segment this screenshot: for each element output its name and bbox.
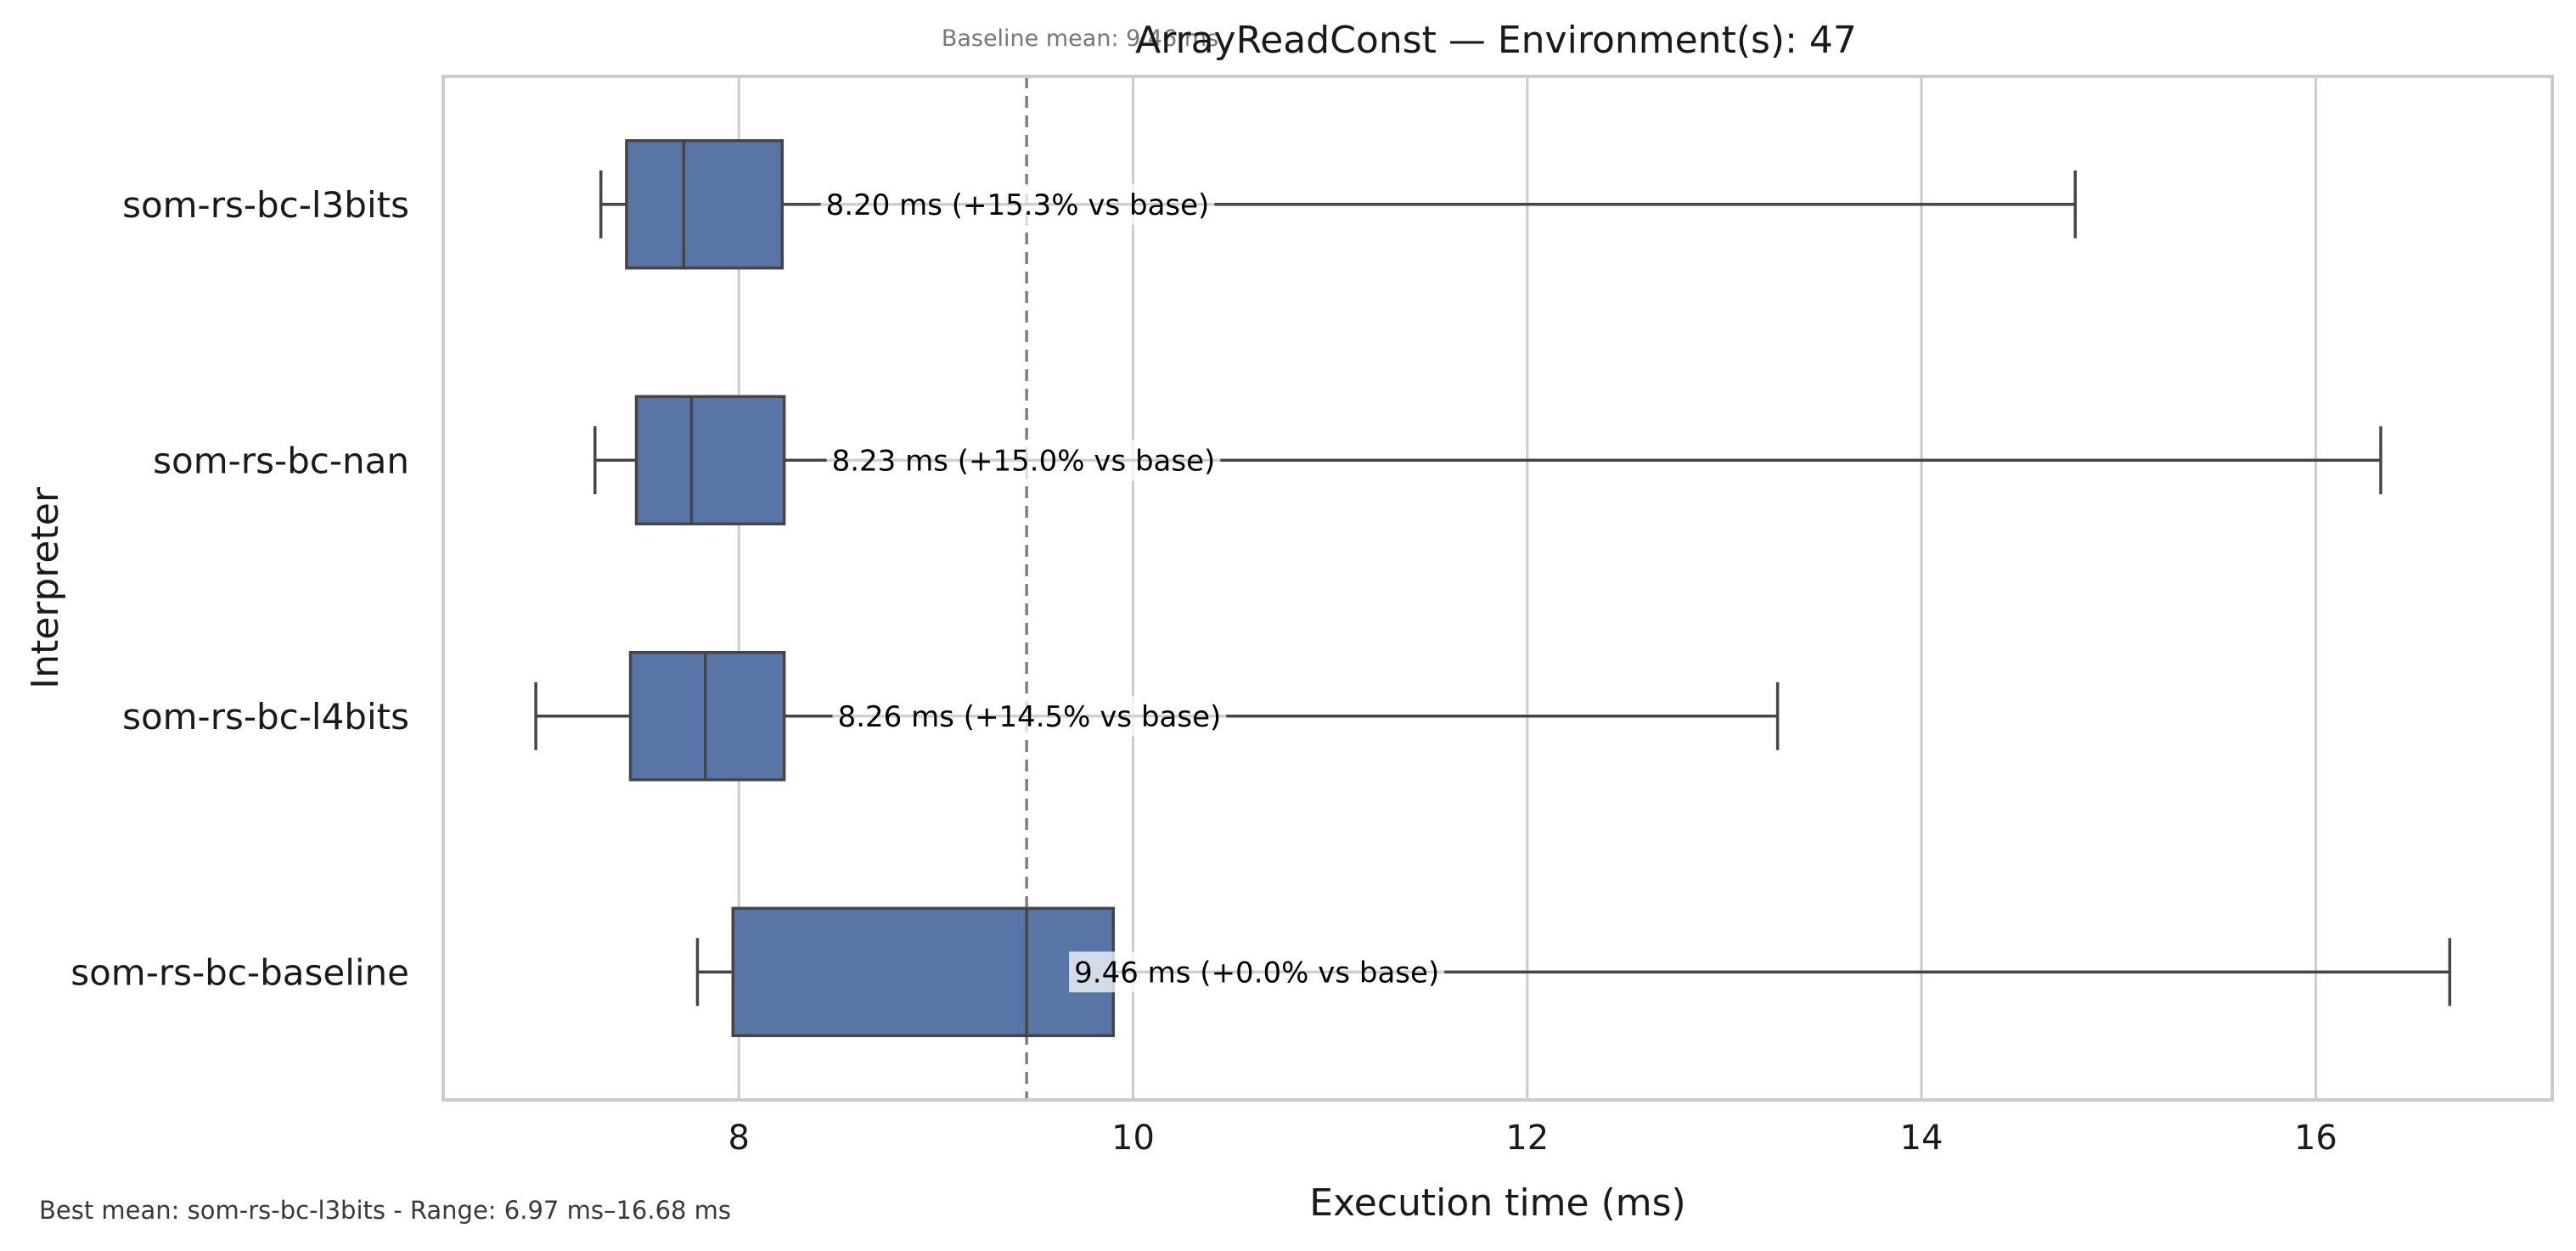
box-som-rs-bc-l3bits — [599, 139, 2077, 270]
x-axis-label: Execution time (ms) — [1309, 1181, 1685, 1225]
x-tick-label-10: 10 — [1111, 1119, 1155, 1158]
iqr-box-som-rs-bc-l3bits — [625, 139, 785, 270]
iqr-box-som-rs-bc-nan — [634, 395, 786, 525]
annotation-text-som-rs-bc-nan: 8.23 ms (+15.0% vs base) — [832, 444, 1216, 478]
iqr-box-som-rs-bc-l4bits — [628, 651, 786, 782]
x-tick-label-12: 12 — [1505, 1119, 1549, 1158]
annotation-text-som-rs-bc-l4bits: 8.26 ms (+14.5% vs base) — [838, 700, 1222, 734]
annotation-som-rs-bc-l3bits: 8.20 ms (+15.3% vs base) — [820, 183, 1215, 225]
box-som-rs-bc-baseline — [695, 906, 2452, 1037]
x-tick-label-16: 16 — [2294, 1119, 2337, 1158]
box-som-rs-bc-l4bits — [534, 651, 1780, 782]
y-category-label-som-rs-bc-nan: som-rs-bc-nan — [153, 440, 409, 481]
y-axis-categories: som-rs-bc-l3bits som-rs-bc-nan som-rs-bc-l… — [70, 184, 409, 994]
x-tick-label-14: 14 — [1900, 1119, 1943, 1158]
annotation-som-rs-bc-l4bits: 8.26 ms (+14.5% vs base) — [832, 695, 1227, 737]
chart-title: ArrayReadConst — Environment(s): 47 — [1135, 19, 1857, 62]
chart-subtitle: Baseline mean: 9.46 ms — [942, 25, 1218, 52]
annotation-bg-som-rs-bc-l3bits — [820, 183, 1215, 225]
iqr-box-som-rs-bc-baseline — [731, 906, 1116, 1037]
annotation-bg-som-rs-bc-l4bits — [832, 695, 1227, 737]
annotation-som-rs-bc-nan: 8.23 ms (+15.0% vs base) — [826, 440, 1221, 481]
y-axis-label: Interpreter — [24, 486, 67, 689]
y-category-label-som-rs-bc-l3bits: som-rs-bc-l3bits — [122, 184, 409, 226]
footnote: Best mean: som-rs-bc-l3bits - Range: 6.9… — [39, 1196, 731, 1225]
annotation-som-rs-bc-baseline: 9.46 ms (+0.0% vs base) — [1069, 951, 1445, 993]
mean-annotations: 8.20 ms (+15.3% vs base) 8.23 ms (+15.0% … — [820, 183, 1445, 993]
x-tick-label-8: 8 — [728, 1119, 749, 1158]
annotation-text-som-rs-bc-baseline: 9.46 ms (+0.0% vs base) — [1074, 956, 1439, 990]
annotation-bg-som-rs-bc-nan — [826, 440, 1221, 481]
plot-frame — [442, 75, 2554, 1102]
annotation-text-som-rs-bc-l3bits: 8.20 ms (+15.3% vs base) — [826, 188, 1210, 222]
x-axis-ticks: 8 10 12 14 16 — [728, 1119, 2337, 1158]
annotation-bg-som-rs-bc-baseline — [1069, 951, 1445, 993]
y-category-label-som-rs-bc-baseline: som-rs-bc-baseline — [70, 951, 409, 993]
box-som-rs-bc-nan — [593, 395, 2382, 525]
box-series — [534, 139, 2452, 1037]
y-category-label-som-rs-bc-l4bits: som-rs-bc-l4bits — [122, 696, 409, 738]
